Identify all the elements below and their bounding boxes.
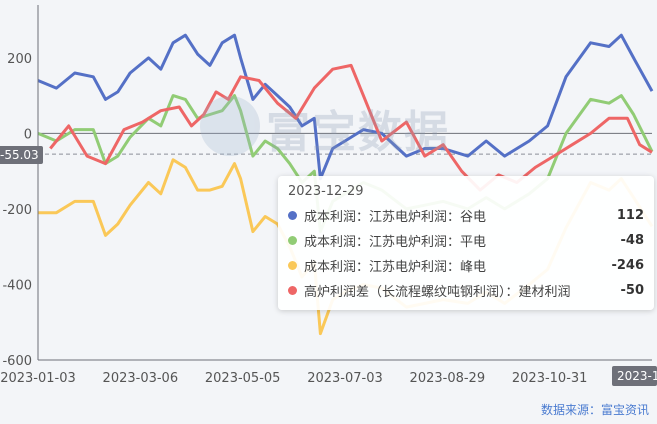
series-line-1 bbox=[37, 33, 654, 181]
x-tick-label: 2023-05-05 bbox=[205, 371, 281, 386]
cursor-y-label: -55.03 bbox=[0, 146, 43, 164]
tooltip-row: 成本利润：江苏电炉利润：平电 -48 bbox=[288, 228, 644, 253]
series-dot-icon bbox=[288, 286, 297, 295]
y-tick-label: -600 bbox=[2, 354, 32, 369]
tooltip-row: 成本利润：江苏电炉利润：谷电 112 bbox=[288, 203, 644, 228]
y-tick-label: -200 bbox=[2, 203, 32, 218]
x-tick-label: 2023-03-06 bbox=[103, 371, 179, 386]
tooltip-series-value: -48 bbox=[620, 233, 645, 248]
tooltip-series-value: -50 bbox=[620, 283, 645, 298]
series-dot-icon bbox=[288, 261, 297, 270]
tooltip-series-name: 成本利润：江苏电炉利润：谷电 bbox=[304, 210, 487, 225]
tooltip: 2023-12-29 成本利润：江苏电炉利润：谷电 112 成本利润：江苏电炉利润：… bbox=[278, 176, 654, 310]
y-tick-label: -400 bbox=[2, 278, 32, 293]
tooltip-series-value: -246 bbox=[611, 258, 644, 273]
tooltip-date: 2023-12-29 bbox=[288, 184, 364, 199]
tooltip-series-name: 成本利润：江苏电炉利润：峰电 bbox=[304, 260, 487, 275]
series-line-4 bbox=[49, 63, 653, 192]
tooltip-series-name: 高炉利润差（长流程螺纹吨钢利润）：建材利润 bbox=[304, 285, 571, 300]
x-tick-label: 2023-08-29 bbox=[410, 371, 486, 386]
x-tick-label: 2023-07-03 bbox=[307, 371, 383, 386]
x-tick-label: 2023-10-31 bbox=[512, 371, 588, 386]
x-tick-label: 2023-01-03 bbox=[0, 371, 76, 386]
series-dot-icon bbox=[288, 236, 297, 245]
cursor-x-label: 2023-12-29 bbox=[612, 366, 657, 386]
gridlines bbox=[38, 132, 652, 155]
data-source: 数据来源：富宝资讯 bbox=[540, 403, 649, 417]
tooltip-row: 高炉利润差（长流程螺纹吨钢利润）：建材利润 -50 bbox=[288, 278, 644, 303]
series-dot-icon bbox=[288, 211, 297, 220]
tooltip-series-name: 成本利润：江苏电炉利润：平电 bbox=[304, 235, 487, 250]
tooltip-series-value: 112 bbox=[616, 208, 644, 223]
tooltip-row: 成本利润：江苏电炉利润：峰电 -246 bbox=[288, 253, 644, 278]
y-tick-label: 200 bbox=[7, 52, 32, 67]
y-tick-label: 0 bbox=[24, 127, 32, 142]
